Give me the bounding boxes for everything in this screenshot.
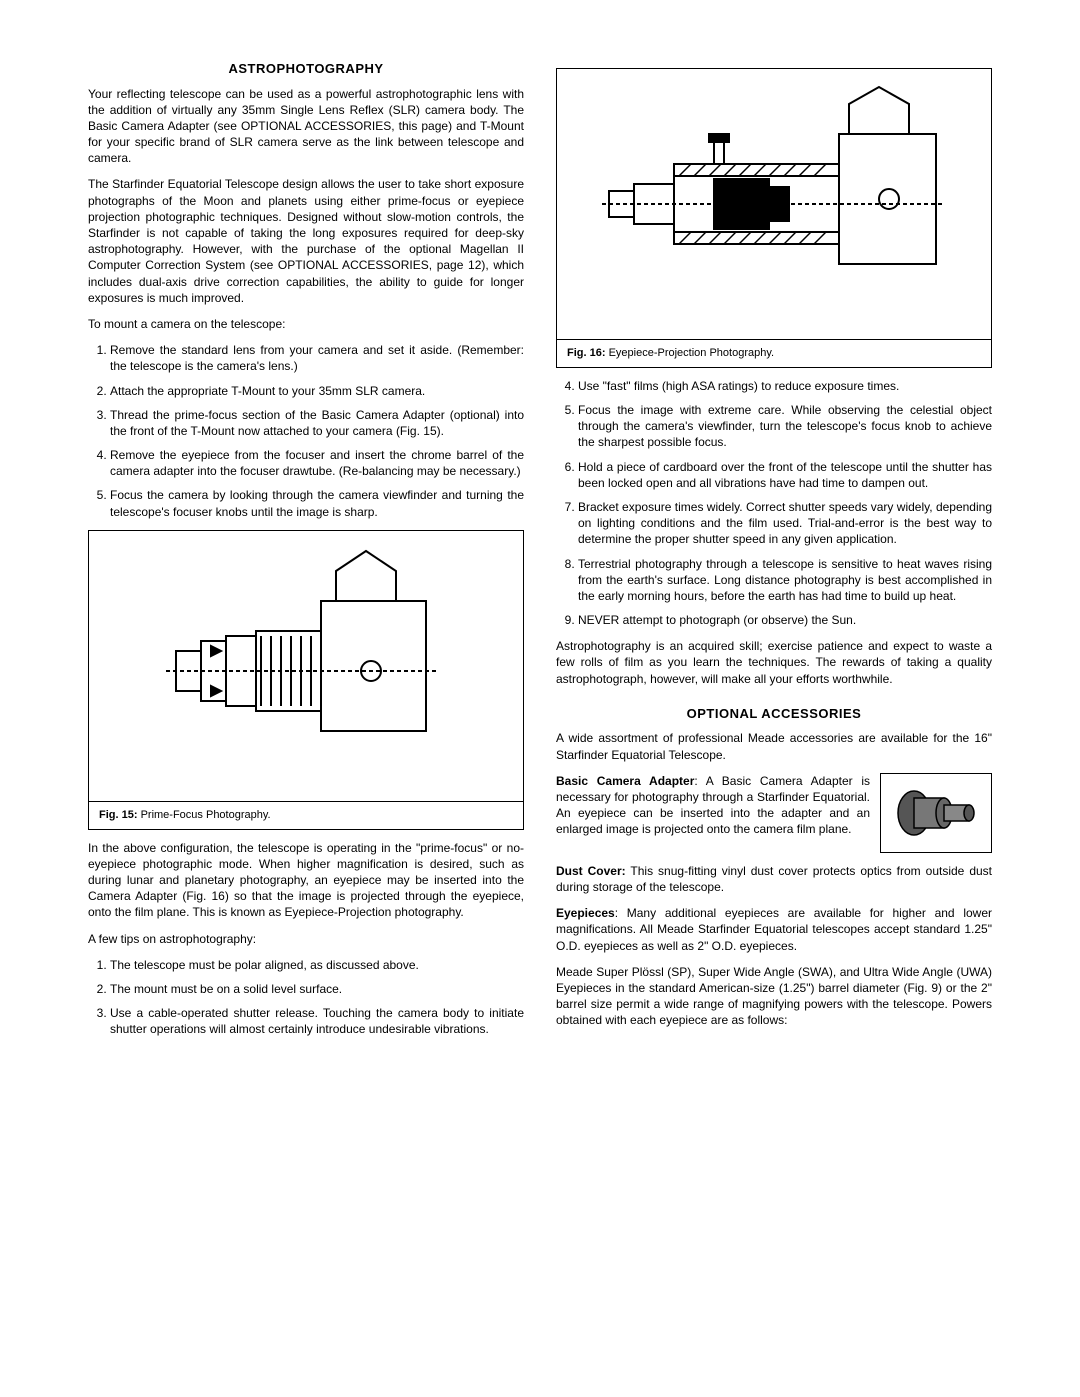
figure-15-caption: Fig. 15: Prime-Focus Photography. [89, 801, 523, 829]
figure-label: Fig. 16: [567, 347, 606, 359]
figure-15-image [89, 531, 523, 801]
list-item: Remove the standard lens from your camer… [110, 342, 524, 374]
list-item: Focus the image with extreme care. While… [578, 402, 992, 451]
accessory-lead: Eyepieces [556, 906, 615, 920]
tips-list-continued: Use "fast" films (high ASA ratings) to r… [556, 378, 992, 628]
page: ASTROPHOTOGRAPHY Your reflecting telesco… [0, 0, 1080, 1397]
accessory-lead: Basic Camera Adapter [556, 774, 694, 788]
eyepiece-projection-diagram [594, 79, 954, 329]
heading-optional-accessories: OPTIONAL ACCESSORIES [556, 705, 992, 723]
accessory-camera-adapter-image [880, 773, 992, 853]
list-item: Remove the eyepiece from the focuser and… [110, 447, 524, 479]
left-column: ASTROPHOTOGRAPHY Your reflecting telesco… [88, 60, 524, 1048]
list-item: NEVER attempt to photograph (or observe)… [578, 612, 992, 628]
accessory-lead: Dust Cover: [556, 864, 626, 878]
prime-focus-diagram [156, 541, 456, 791]
accessory-eyepieces: Eyepieces: Many additional eyepieces are… [556, 905, 992, 954]
list-item: Attach the appropriate T-Mount to your 3… [110, 383, 524, 399]
figure-16-image [557, 69, 991, 339]
paragraph: In the above configuration, the telescop… [88, 840, 524, 921]
accessory-text: Basic Camera Adapter: A Basic Camera Ada… [556, 773, 870, 838]
list-item: Use a cable-operated shutter release. To… [110, 1005, 524, 1037]
list-item: The telescope must be polar aligned, as … [110, 957, 524, 973]
list-item: The mount must be on a solid level surfa… [110, 981, 524, 997]
figure-caption-text: Prime-Focus Photography. [141, 809, 271, 821]
figure-16: Fig. 16: Eyepiece-Projection Photography… [556, 68, 992, 368]
figure-label: Fig. 15: [99, 809, 138, 821]
paragraph: A few tips on astrophotography: [88, 931, 524, 947]
list-item: Terrestrial photography through a telesc… [578, 556, 992, 605]
figure-caption-text: Eyepiece-Projection Photography. [609, 347, 775, 359]
figure-15: Fig. 15: Prime-Focus Photography. [88, 530, 524, 830]
paragraph: Your reflecting telescope can be used as… [88, 86, 524, 167]
paragraph: To mount a camera on the telescope: [88, 316, 524, 332]
list-item: Use "fast" films (high ASA ratings) to r… [578, 378, 992, 394]
paragraph: The Starfinder Equatorial Telescope desi… [88, 176, 524, 306]
paragraph: Astrophotography is an acquired skill; e… [556, 638, 992, 687]
paragraph: A wide assortment of professional Meade … [556, 730, 992, 762]
accessory-camera-adapter: Basic Camera Adapter: A Basic Camera Ada… [556, 773, 992, 853]
list-item: Thread the prime-focus section of the Ba… [110, 407, 524, 439]
list-item: Hold a piece of cardboard over the front… [578, 459, 992, 491]
heading-astrophotography: ASTROPHOTOGRAPHY [88, 60, 524, 78]
mount-steps-list: Remove the standard lens from your camer… [88, 342, 524, 520]
camera-adapter-icon [886, 780, 986, 846]
list-item: Bracket exposure times widely. Correct s… [578, 499, 992, 548]
accessory-body: : Many additional eyepieces are availabl… [556, 906, 992, 952]
figure-16-caption: Fig. 16: Eyepiece-Projection Photography… [557, 339, 991, 367]
tips-list: The telescope must be polar aligned, as … [88, 957, 524, 1038]
two-column-layout: ASTROPHOTOGRAPHY Your reflecting telesco… [88, 60, 992, 1048]
list-item: Focus the camera by looking through the … [110, 487, 524, 519]
paragraph: Meade Super Plössl (SP), Super Wide Angl… [556, 964, 992, 1029]
right-column: Fig. 16: Eyepiece-Projection Photography… [556, 60, 992, 1048]
accessory-dust-cover: Dust Cover: This snug-fitting vinyl dust… [556, 863, 992, 895]
